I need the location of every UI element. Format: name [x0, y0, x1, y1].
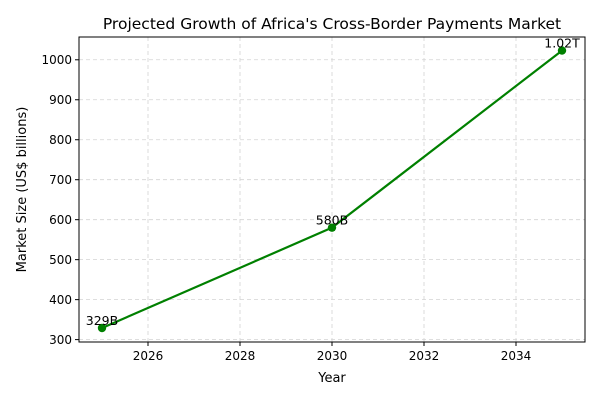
data-label: 1.02T: [544, 36, 580, 51]
data-label: 580B: [316, 213, 348, 228]
x-tick-label: 2034: [501, 349, 532, 363]
x-tick-label: 2032: [409, 349, 440, 363]
y-tick-label: 500: [49, 253, 72, 267]
y-tick-label: 300: [49, 333, 72, 347]
x-axis-label: Year: [317, 371, 346, 386]
series-layer: 329B 580B 1.02T: [86, 36, 580, 333]
x-axis-ticks: 2026 2028 2030 2032 2034: [133, 342, 532, 363]
y-tick-label: 1000: [41, 53, 72, 67]
data-label: 329B: [86, 313, 118, 328]
y-axis-ticks: 300 400 500 600 700 800 900 1000: [41, 53, 79, 347]
data-point: [557, 46, 567, 55]
y-tick-label: 800: [49, 133, 72, 147]
x-tick-label: 2030: [317, 349, 348, 363]
x-tick-label: 2026: [133, 349, 164, 363]
y-tick-label: 600: [49, 213, 72, 227]
y-axis-label: Market Size (US$ billions): [15, 107, 30, 273]
y-tick-label: 700: [49, 173, 72, 187]
y-tick-label: 900: [49, 93, 72, 107]
data-point: [327, 223, 337, 232]
chart-title: Projected Growth of Africa's Cross-Borde…: [103, 15, 561, 33]
x-tick-label: 2028: [225, 349, 256, 363]
grid: [79, 37, 585, 342]
y-tick-label: 400: [49, 293, 72, 307]
series-line: [100, 49, 564, 330]
data-point: [97, 323, 107, 333]
